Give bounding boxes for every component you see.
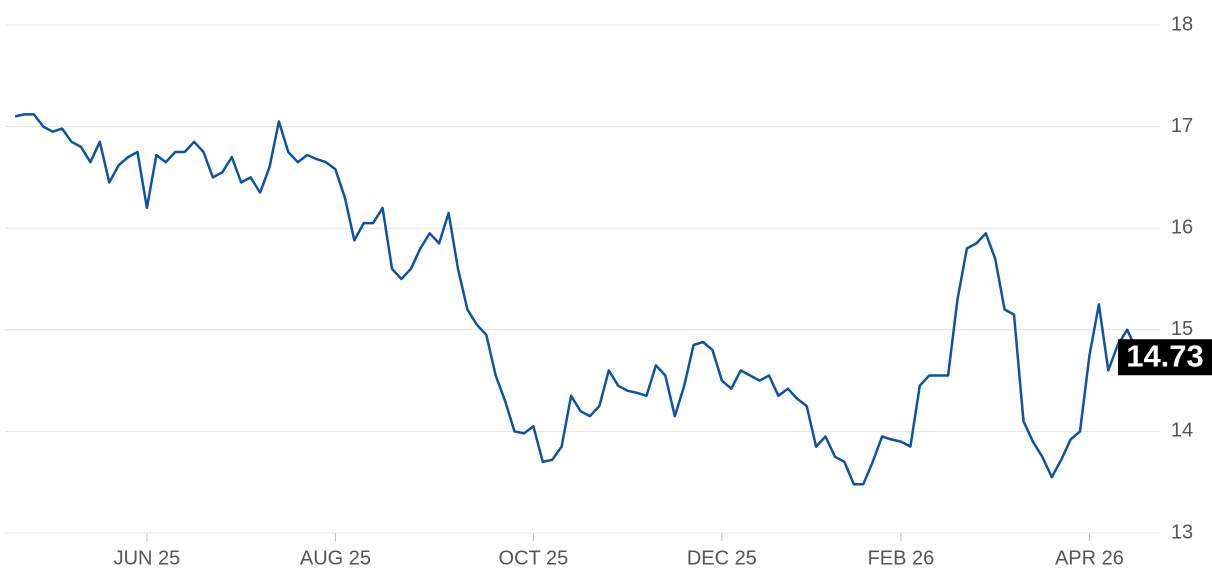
y-tick-label: 14 [1171,420,1193,442]
last-value-label: 14.73 [1126,338,1204,373]
y-tick-label: 17 [1171,115,1193,137]
y-tick-label: 18 [1171,13,1193,35]
x-tick-label: JUN 25 [114,547,181,569]
x-tick-label: AUG 25 [300,547,371,569]
x-tick-label: DEC 25 [687,547,757,569]
x-tick-label: APR 26 [1055,547,1124,569]
last-value-box [1118,339,1212,376]
y-tick-label: 13 [1171,521,1193,543]
x-tick-label: OCT 25 [499,547,569,569]
y-tick-label: 16 [1171,216,1193,238]
price-line [14,113,1147,486]
x-tick-label: FEB 26 [868,547,935,569]
y-tick-label: 15 [1171,318,1193,340]
